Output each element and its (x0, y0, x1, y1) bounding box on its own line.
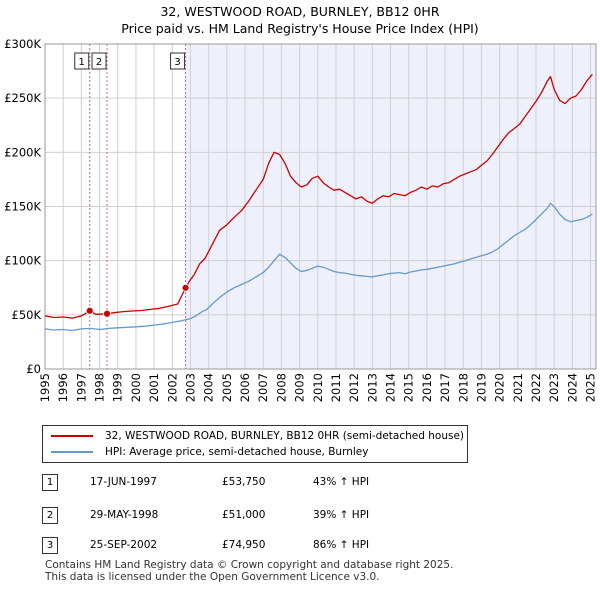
price-chart: £0 £50K £100K £150K £200K £250K £300K 1995 1996 1… (4, 37, 598, 402)
footer-line: Contains HM Land Registry data © Crown c… (45, 559, 454, 571)
transaction-point (181, 283, 190, 292)
transaction-hpi-change: 39% ↑ HPI (313, 509, 370, 521)
chart-subtitle: Price paid vs. HM Land Registry's House … (121, 21, 479, 36)
x-tick-label: 2019 (474, 373, 488, 402)
x-tick-label: 2009 (293, 373, 307, 402)
transaction-badge: 1 (42, 474, 58, 491)
transaction-date: 25-SEP-2002 (90, 539, 158, 551)
x-tick-label: 2024 (565, 373, 579, 402)
transaction-label-box (170, 52, 186, 70)
x-tick-label: 1995 (38, 373, 52, 402)
transaction-hpi-change: 86% ↑ HPI (313, 539, 370, 551)
x-tick-label: 2020 (493, 373, 507, 402)
x-tick-label: 2012 (347, 373, 361, 402)
transaction-label-box (91, 52, 107, 70)
footer-line: This data is licensed under the Open Gov… (45, 570, 380, 583)
x-tick-label: 2018 (456, 373, 470, 402)
plot-frame (44, 43, 597, 370)
x-tick-label: 2002 (165, 373, 179, 402)
footer-attribution: Contains HM Land Registry data © Crown c… (45, 559, 454, 583)
x-tick-label: 2016 (420, 373, 434, 402)
chart-title: 32, WESTWOOD ROAD, BURNLEY, BB12 0HR (160, 4, 440, 19)
x-tick-label: 2006 (238, 373, 252, 402)
x-tick-label: 2021 (511, 373, 525, 402)
property-line-swatch (51, 435, 93, 437)
y-tick-label: £150K (4, 200, 41, 214)
transaction-price: £74,950 (222, 539, 266, 551)
x-tick-label: 2022 (529, 373, 543, 402)
y-tick-label: £200K (4, 145, 41, 159)
transaction-label: 3 (174, 57, 180, 68)
transaction-price: £51,000 (222, 509, 266, 521)
y-tick-label: £50K (12, 308, 42, 322)
legend-item-hpi: HPI: Average price, semi-detached house,… (51, 444, 368, 460)
x-tick-label: 2008 (274, 373, 288, 402)
y-tick-label: £0 (26, 362, 41, 376)
x-tick-label: 2003 (183, 373, 197, 402)
hpi-line (44, 202, 593, 332)
x-tick-label: 2010 (311, 373, 325, 402)
x-tick-label: 2011 (329, 373, 343, 402)
transaction-price: £53,750 (222, 476, 266, 488)
x-tick-label: 2007 (256, 373, 270, 402)
transaction-badge: 3 (42, 537, 58, 554)
transaction-label: 1 (79, 57, 85, 68)
transaction-label-box (74, 52, 90, 70)
transaction-date: 29-MAY-1998 (90, 509, 159, 521)
transaction-point (103, 309, 111, 318)
x-tick-label: 1996 (56, 373, 70, 402)
x-tick-label: 2015 (402, 373, 416, 402)
y-tick-label: £250K (4, 91, 41, 105)
x-tick-label: 2025 (584, 373, 598, 402)
transaction-badge: 2 (42, 507, 58, 524)
x-tick-label: 2004 (202, 373, 216, 402)
x-tick-label: 2017 (438, 373, 452, 402)
x-tick-label: 2001 (147, 373, 161, 402)
x-tick-label: 1999 (111, 373, 125, 402)
legend-item-property: 32, WESTWOOD ROAD, BURNLEY, BB12 0HR (se… (51, 428, 464, 444)
transaction-date: 17-JUN-1997 (90, 476, 157, 488)
y-tick-label: £300K (4, 37, 41, 51)
hpi-line-swatch (51, 451, 93, 453)
x-tick-label: 2013 (365, 373, 379, 402)
legend-label-hpi: HPI: Average price, semi-detached house,… (105, 446, 369, 458)
x-tick-label: 2000 (129, 373, 143, 402)
y-tick-label: £100K (4, 254, 41, 268)
x-tick-label: 2014 (384, 373, 398, 402)
transaction-point (85, 306, 94, 315)
legend-label-property: 32, WESTWOOD ROAD, BURNLEY, BB12 0HR (se… (105, 430, 464, 442)
x-tick-label: 1998 (93, 373, 107, 402)
transaction-hpi-change: 43% ↑ HPI (313, 476, 370, 488)
transaction-label: 2 (96, 57, 102, 68)
x-tick-label: 2005 (220, 373, 234, 402)
x-tick-label: 1997 (74, 373, 88, 402)
property-price-line (44, 73, 593, 319)
x-tick-label: 2023 (547, 373, 561, 402)
chart-legend: 32, WESTWOOD ROAD, BURNLEY, BB12 0HR (se… (42, 425, 468, 463)
